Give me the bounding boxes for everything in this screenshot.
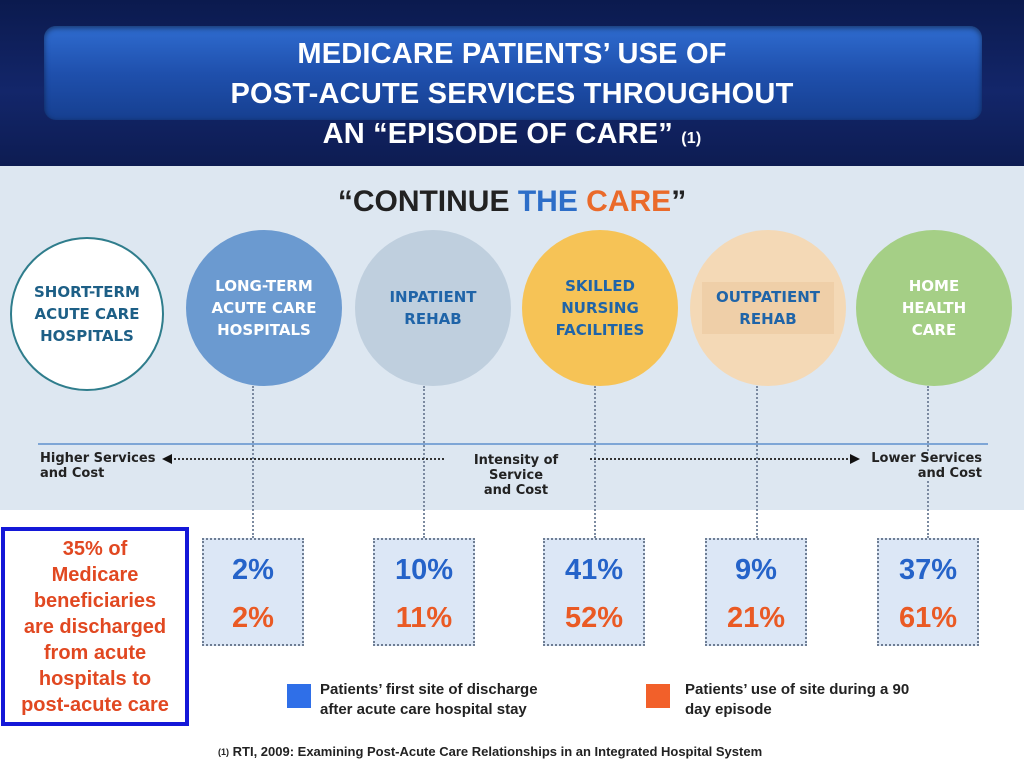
percent-episode-use: 2% [232,602,274,634]
footnote-marker: (1) [218,747,229,757]
axis-label-intensity: Intensity of Service and Cost [444,453,588,498]
percent-first-discharge: 2% [232,554,274,586]
slogan-word-care: CARE [586,185,672,218]
circle-label: LONG-TERM ACUTE CARE HOSPITALS [211,277,317,339]
slogan: “CONTINUE THE CARE” [0,184,1024,220]
percent-episode-use: 21% [726,602,786,634]
title-footnote-ref: (1) [681,130,702,147]
circle-label: INPATIENT REHAB [389,288,477,328]
slogan-word-continue: CONTINUE [352,185,510,218]
title-line-2: POST-ACUTE SERVICES THROUGHOUT [230,78,794,110]
legend-label-first-discharge: Patients’ first site of discharge after … [320,681,538,718]
circle-long-term-acute-care-hospitals: LONG-TERM ACUTE CARE HOSPITALS [186,230,342,386]
percent-first-discharge: 9% [735,554,777,586]
percent-episode-use: 52% [564,602,624,634]
circle-label: OUTPATIENT REHAB [701,282,835,334]
circle-short-term-acute-care-hospitals: SHORT-TERM ACUTE CARE HOSPITALS [10,237,164,391]
percent-first-discharge: 37% [898,554,958,586]
axis-label-lower: Lower Services and Cost [862,451,982,481]
percent-box-ltach: 2% 2% [202,538,304,646]
title-line-3-text: AN “EPISODE OF CARE” [322,118,673,150]
circle-home-health-care: HOME HEALTH CARE [856,230,1012,386]
circle-label: SHORT-TERM ACUTE CARE HOSPITALS [34,283,140,345]
legend-swatch-episode-use [646,684,670,708]
percent-box-outpatient-rehab: 9% 21% [705,538,807,646]
footnote: (1) RTI, 2009: Examining Post-Acute Care… [218,744,762,760]
circle-label: HOME HEALTH CARE [901,277,967,339]
connector-ltach [252,386,254,538]
axis-divider-line [38,443,988,445]
slogan-word-the: THE [517,185,578,218]
legend-swatch-first-discharge [287,684,311,708]
title-line-1: MEDICARE PATIENTS’ USE OF [297,38,727,70]
slogan-close-quote: ” [671,185,687,218]
diagram-background [0,166,1024,510]
circle-outpatient-rehab: OUTPATIENT REHAB [690,230,846,386]
percent-episode-use: 61% [898,602,958,634]
slide-title: MEDICARE PATIENTS’ USE OF POST-ACUTE SER… [0,34,1024,159]
percent-box-snf: 41% 52% [543,538,645,646]
connector-snf [594,386,596,538]
circle-inpatient-rehab: INPATIENT REHAB [355,230,511,386]
connector-outpatient-rehab [756,386,758,538]
title-panel [44,26,982,120]
callout-box: 35% of Medicare beneficiaries are discha… [1,527,189,726]
axis-label-higher: Higher Services and Cost [40,451,156,481]
percent-box-home-health: 37% 61% [877,538,979,646]
slogan-open-quote: “ [337,185,353,218]
arrow-left-icon [162,454,172,464]
title-line-3: AN “EPISODE OF CARE” (1) [0,114,1024,159]
circle-skilled-nursing-facilities: SKILLED NURSING FACILITIES [522,230,678,386]
percent-episode-use: 11% [395,602,453,634]
footnote-text: RTI, 2009: Examining Post-Acute Care Rel… [232,744,763,759]
percent-first-discharge: 41% [564,554,624,586]
arrow-right-icon [850,454,860,464]
circle-label: SKILLED NURSING FACILITIES [555,277,645,339]
percent-first-discharge: 10% [394,554,454,586]
connector-inpatient-rehab [423,386,425,538]
percent-box-inpatient-rehab: 10% 11% [373,538,475,646]
legend-label-episode-use: Patients’ use of site during a 90 day ep… [685,681,910,718]
